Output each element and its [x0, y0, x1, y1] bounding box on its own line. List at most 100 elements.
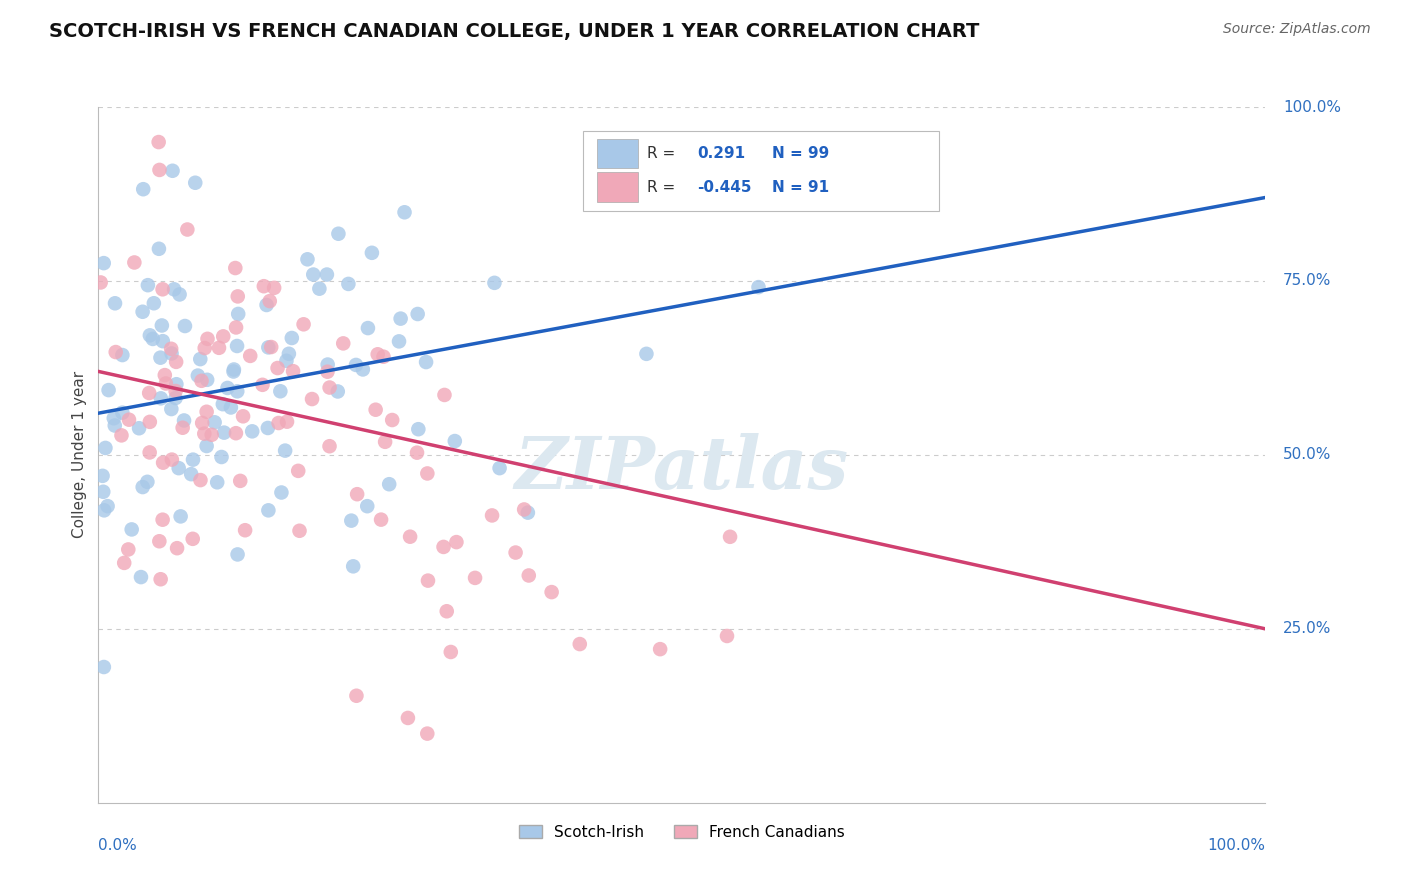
Point [388, 334, 411, 349]
Point [318, 439, 340, 453]
Point [432, 540, 454, 554]
Point [195, 405, 218, 419]
Point [260, 340, 283, 354]
Point [297, 252, 319, 267]
Point [274, 443, 297, 458]
Point [93, 503, 115, 517]
Point [150, 318, 173, 333]
Point [342, 559, 364, 574]
Point [415, 355, 437, 369]
Point [226, 289, 249, 303]
Point [165, 355, 187, 369]
Point [138, 386, 160, 401]
Point [481, 508, 503, 523]
Point [97, 383, 120, 397]
Point [160, 342, 183, 356]
Point [252, 377, 274, 392]
Point [344, 358, 367, 372]
Point [287, 464, 309, 478]
Point [142, 332, 165, 346]
Text: 75.0%: 75.0% [1282, 274, 1331, 288]
Point [111, 406, 134, 420]
Point [128, 421, 150, 435]
Point [394, 205, 416, 219]
Point [484, 276, 506, 290]
Point [139, 328, 162, 343]
Point [226, 384, 249, 399]
Point [374, 434, 396, 449]
Point [104, 345, 127, 359]
Point [416, 467, 439, 481]
Point [326, 384, 349, 399]
Point [316, 365, 339, 379]
Point [396, 711, 419, 725]
Point [195, 373, 218, 387]
Point [433, 388, 456, 402]
Point [316, 358, 339, 372]
Point [229, 474, 252, 488]
Point [747, 280, 769, 294]
Text: 100.0%: 100.0% [1282, 100, 1341, 114]
Point [370, 513, 392, 527]
Point [337, 277, 360, 291]
Point [211, 397, 233, 411]
Point [129, 570, 152, 584]
Point [233, 523, 256, 537]
Text: ZIPatlas: ZIPatlas [515, 434, 849, 504]
Point [174, 318, 197, 333]
Point [160, 346, 183, 360]
Point [195, 439, 218, 453]
Point [167, 461, 190, 475]
Point [208, 341, 231, 355]
Point [406, 445, 429, 459]
Point [197, 332, 219, 346]
Point [718, 530, 741, 544]
Point [131, 480, 153, 494]
Point [226, 339, 249, 353]
Point [181, 532, 204, 546]
Point [149, 351, 172, 365]
Point [139, 415, 162, 429]
Point [169, 287, 191, 301]
Point [212, 425, 235, 440]
Point [104, 296, 127, 310]
Point [217, 381, 239, 395]
Point [505, 545, 527, 559]
Text: N = 99: N = 99 [772, 146, 830, 161]
Point [361, 245, 384, 260]
Point [277, 347, 299, 361]
Text: 50.0%: 50.0% [1282, 448, 1331, 462]
Point [367, 347, 389, 361]
Point [301, 392, 323, 406]
Point [288, 524, 311, 538]
Point [513, 502, 536, 516]
Point [104, 418, 127, 433]
Y-axis label: College, Under 1 year: College, Under 1 year [72, 371, 87, 539]
Point [399, 530, 422, 544]
Point [148, 242, 170, 256]
Point [464, 571, 486, 585]
Point [117, 542, 139, 557]
Point [124, 255, 146, 269]
Point [259, 294, 281, 309]
Point [193, 426, 215, 441]
Point [440, 645, 463, 659]
Point [356, 499, 378, 513]
Point [636, 347, 658, 361]
Point [172, 421, 194, 435]
Point [436, 604, 458, 618]
Point [232, 409, 254, 424]
Point [378, 477, 401, 491]
Point [263, 281, 285, 295]
Point [93, 256, 115, 270]
Text: 25.0%: 25.0% [1282, 622, 1331, 636]
Text: 0.0%: 0.0% [98, 838, 138, 853]
Point [416, 726, 439, 740]
Point [136, 278, 159, 293]
Text: R =: R = [647, 179, 681, 194]
Point [373, 350, 395, 364]
Point [191, 416, 214, 430]
Point [650, 642, 672, 657]
Point [187, 368, 209, 383]
Point [281, 331, 304, 345]
